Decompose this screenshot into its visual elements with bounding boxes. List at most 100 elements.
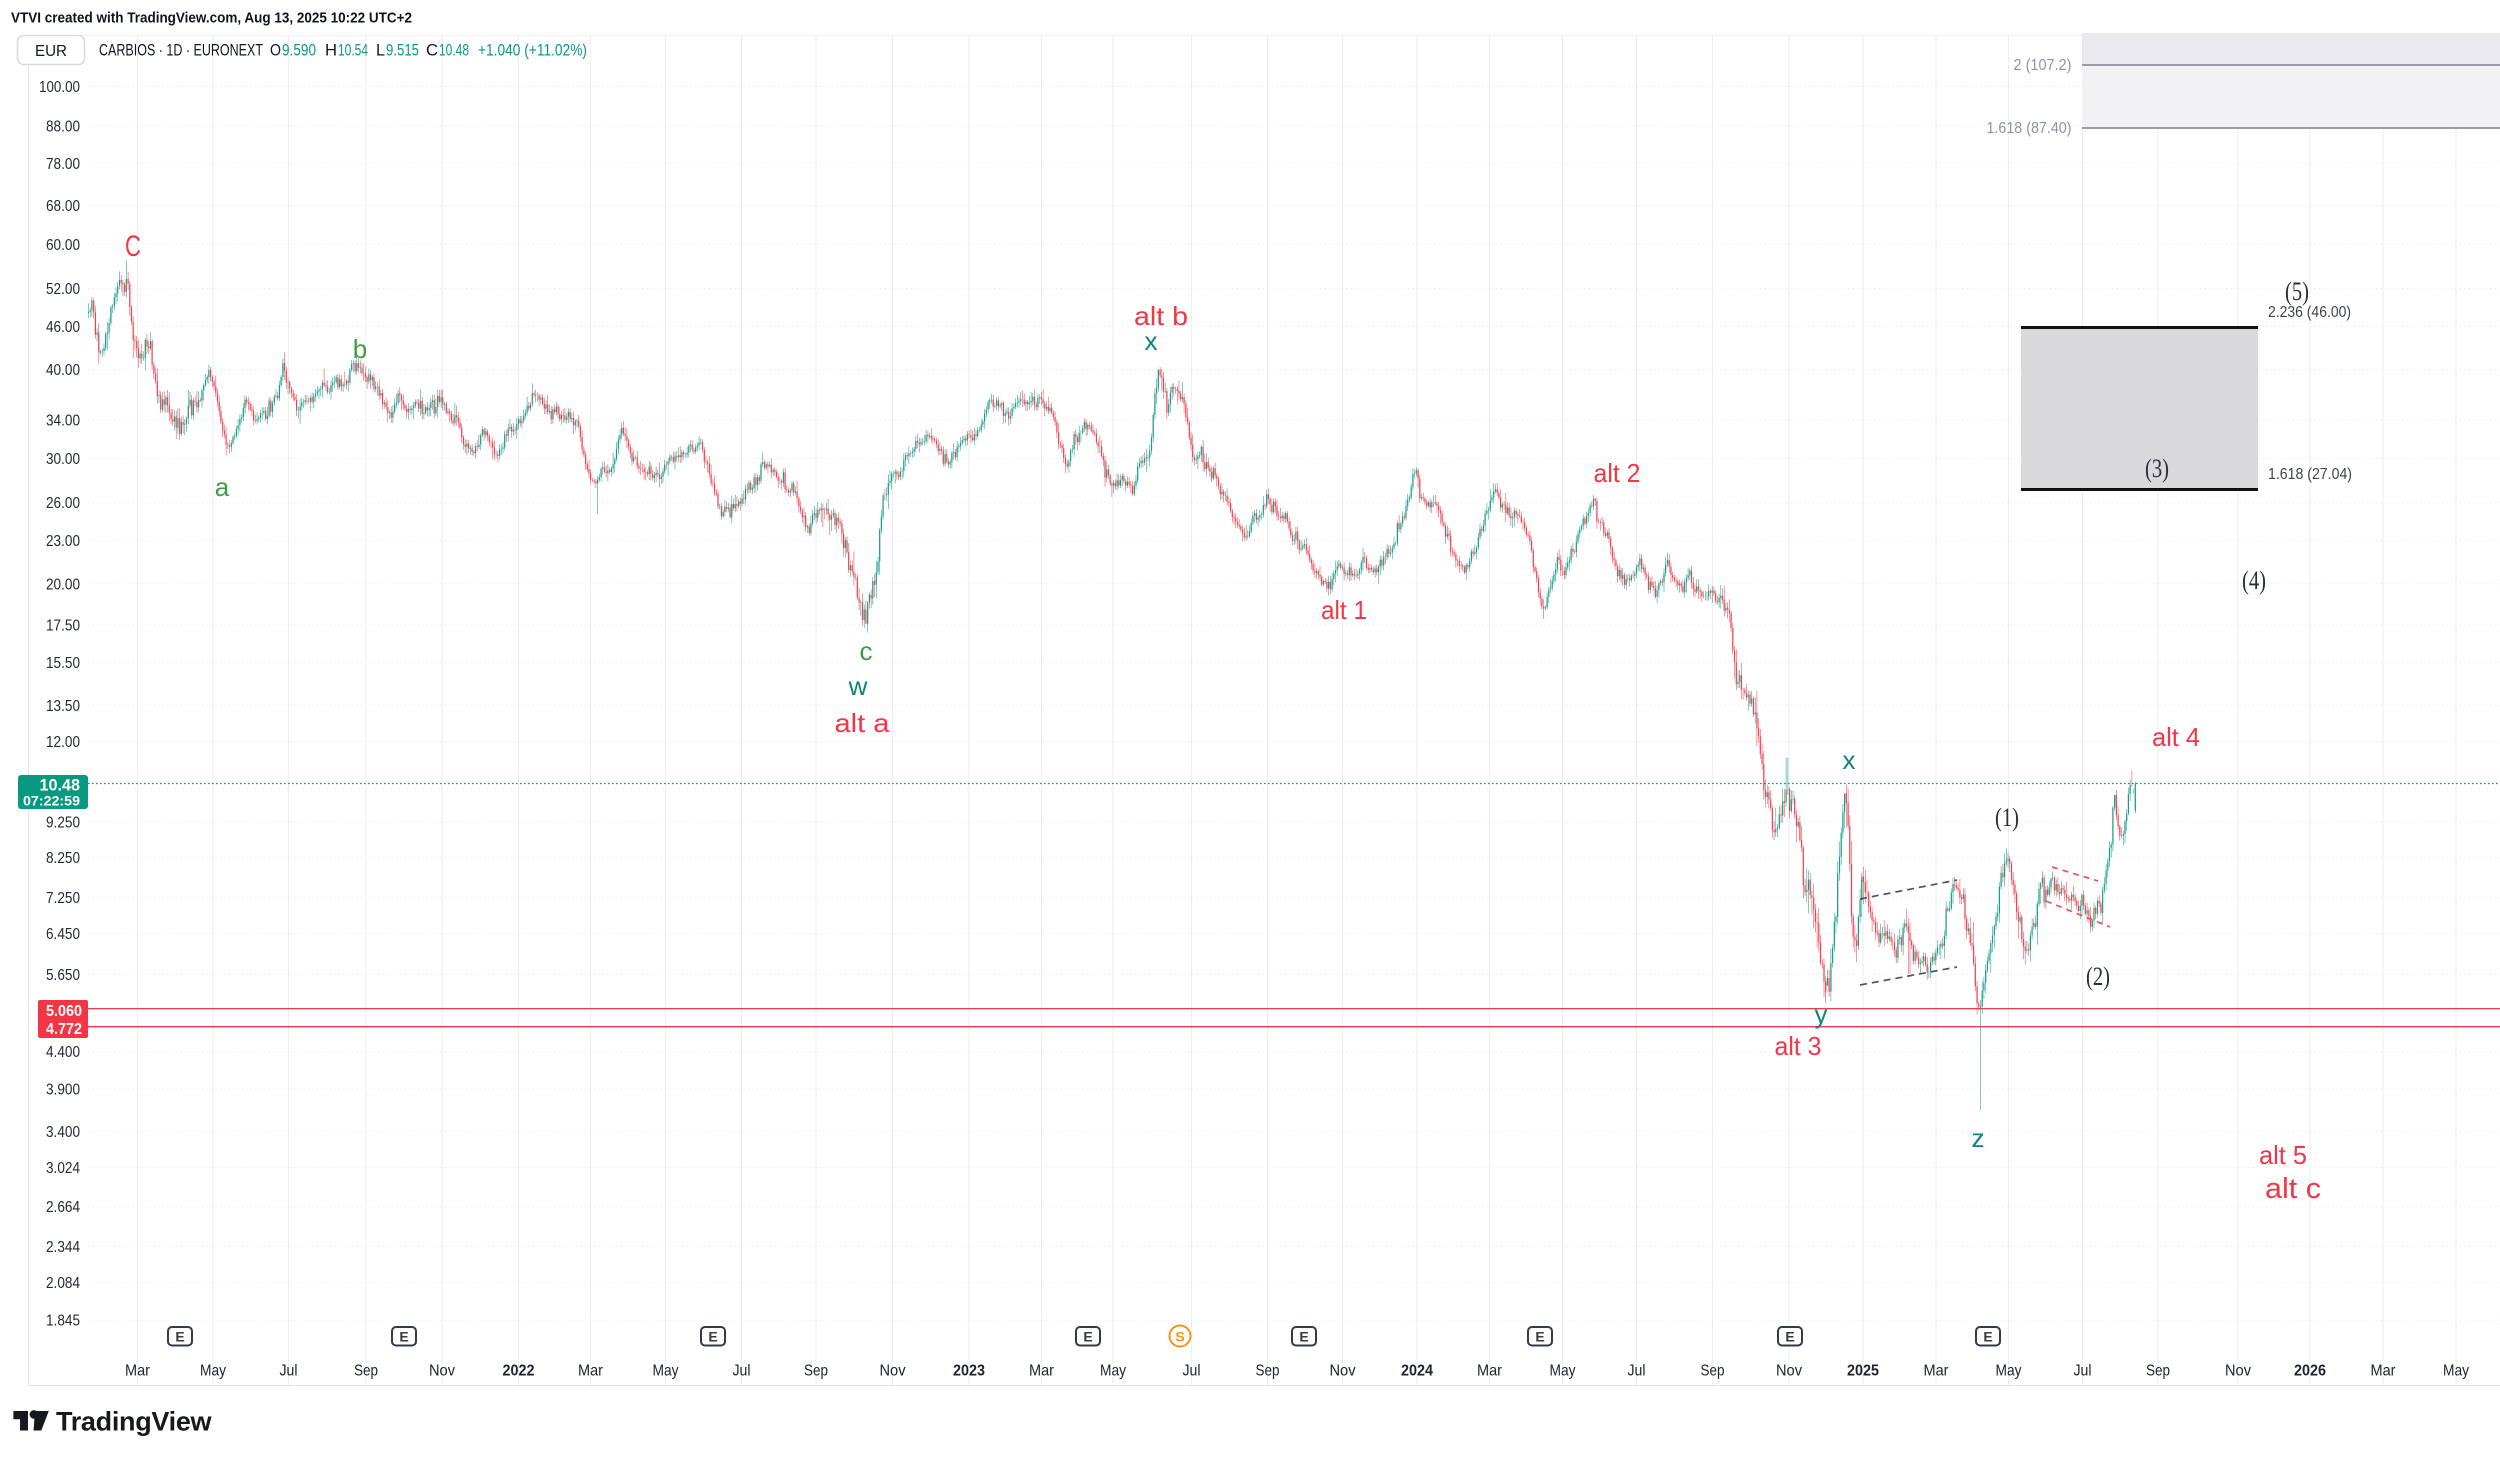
svg-text:Sep: Sep [1256,1363,1280,1380]
svg-text:May: May [1550,1363,1576,1380]
svg-text:17.50: 17.50 [46,618,80,635]
svg-text:23.00: 23.00 [46,533,80,550]
svg-text:a: a [215,472,230,502]
svg-text:Jul: Jul [733,1363,751,1380]
svg-text:EUR: EUR [35,43,67,60]
svg-text:S: S [1175,1329,1184,1345]
svg-text:13.50: 13.50 [46,698,80,715]
svg-text:Jul: Jul [1183,1363,1201,1380]
svg-text:Mar: Mar [578,1363,604,1380]
svg-text:Jul: Jul [1628,1363,1646,1380]
svg-text:x: x [1145,326,1158,356]
svg-text:78.00: 78.00 [46,156,80,173]
svg-text:6.450: 6.450 [46,926,80,943]
svg-text:07:22:59: 07:22:59 [23,793,80,809]
svg-text:7.250: 7.250 [46,890,80,907]
svg-text:2.344: 2.344 [46,1239,80,1256]
svg-text:4.400: 4.400 [46,1044,80,1061]
svg-text:alt 5: alt 5 [2259,1140,2307,1170]
svg-text:1.845: 1.845 [46,1313,80,1330]
svg-text:alt 3: alt 3 [1775,1031,1822,1061]
svg-text:E: E [1535,1329,1544,1345]
svg-text:Mar: Mar [1029,1363,1055,1380]
svg-text:(5): (5) [2285,277,2309,306]
svg-text:2026: 2026 [2294,1363,2326,1380]
svg-text:100.00: 100.00 [39,79,80,96]
svg-text:Nov: Nov [429,1363,455,1380]
svg-text:E: E [1299,1329,1308,1345]
svg-text:10.48: 10.48 [40,777,81,795]
svg-text:May: May [1100,1363,1126,1380]
svg-text:VTVI created with TradingView.: VTVI created with TradingView.com, Aug 1… [11,10,412,27]
svg-text:(2): (2) [2086,962,2110,991]
svg-text:E: E [1083,1329,1092,1345]
svg-text:2 (107.2): 2 (107.2) [2014,57,2072,74]
svg-text:+1.040 (+11.02%): +1.040 (+11.02%) [478,41,587,60]
svg-text:alt 2: alt 2 [1594,458,1641,488]
svg-text:E: E [399,1329,408,1345]
svg-text:E: E [175,1329,184,1345]
svg-text:O: O [270,41,281,60]
svg-text:10.48: 10.48 [439,41,469,60]
svg-text:z: z [1972,1123,1985,1153]
svg-text:Nov: Nov [880,1363,906,1380]
svg-text:H: H [325,41,337,60]
svg-text:2023: 2023 [953,1363,985,1380]
svg-text:3.024: 3.024 [46,1160,80,1177]
svg-text:c: c [860,636,873,666]
svg-text:8.250: 8.250 [46,850,80,867]
svg-text:1.618 (27.04): 1.618 (27.04) [2268,466,2352,483]
svg-text:C: C [426,41,438,60]
svg-text:E: E [1983,1329,1992,1345]
svg-text:2022: 2022 [503,1363,535,1380]
svg-text:Mar: Mar [125,1363,151,1380]
svg-text:C: C [125,230,141,263]
svg-text:52.00: 52.00 [46,281,80,298]
svg-text:x: x [1843,745,1856,775]
svg-text:46.00: 46.00 [46,319,80,336]
svg-text:May: May [200,1363,226,1380]
svg-text:34.00: 34.00 [46,412,80,429]
svg-text:Nov: Nov [1330,1363,1356,1380]
svg-text:L: L [376,41,385,60]
svg-text:Sep: Sep [354,1363,378,1380]
svg-text:E: E [708,1329,717,1345]
svg-text:68.00: 68.00 [46,198,80,215]
svg-text:Jul: Jul [280,1363,298,1380]
svg-text:9.515: 9.515 [386,41,419,60]
svg-text:2024: 2024 [1401,1363,1433,1380]
svg-text:alt 1: alt 1 [1321,595,1367,625]
svg-text:5.060: 5.060 [46,1003,82,1020]
svg-text:2.084: 2.084 [46,1275,80,1292]
svg-text:alt a: alt a [835,708,891,738]
svg-text:Sep: Sep [2146,1363,2170,1380]
svg-text:w: w [848,671,868,701]
svg-text:9.250: 9.250 [46,815,80,832]
svg-text:12.00: 12.00 [46,734,80,751]
svg-text:alt 4: alt 4 [2152,722,2200,752]
svg-text:30.00: 30.00 [46,451,80,468]
svg-text:3.400: 3.400 [46,1124,80,1141]
svg-text:Mar: Mar [1924,1363,1950,1380]
svg-text:40.00: 40.00 [46,362,80,379]
svg-text:alt b: alt b [1134,301,1188,331]
svg-text:2.664: 2.664 [46,1199,80,1216]
svg-text:May: May [2443,1363,2469,1380]
svg-text:E: E [1785,1329,1794,1345]
svg-text:Mar: Mar [2371,1363,2397,1380]
svg-text:15.50: 15.50 [46,655,80,672]
svg-text:9.590: 9.590 [282,41,316,60]
svg-text:20.00: 20.00 [46,576,80,593]
svg-text:3.900: 3.900 [46,1081,80,1098]
svg-text:CARBIOS · 1D · EURONEXT: CARBIOS · 1D · EURONEXT [99,41,263,60]
svg-text:(4): (4) [2242,566,2266,595]
svg-text:88.00: 88.00 [46,119,80,136]
svg-text:5.650: 5.650 [46,967,80,984]
svg-text:Nov: Nov [2225,1363,2251,1380]
svg-text:26.00: 26.00 [46,495,80,512]
svg-text:2025: 2025 [1847,1363,1879,1380]
svg-text:y: y [1815,999,1828,1029]
svg-text:Nov: Nov [1776,1363,1802,1380]
svg-text:alt c: alt c [2265,1173,2321,1205]
svg-text:May: May [653,1363,679,1380]
